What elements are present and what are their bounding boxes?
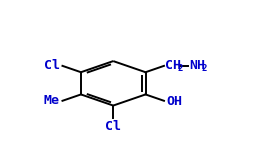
Text: Cl: Cl xyxy=(105,119,121,132)
Text: Me: Me xyxy=(44,94,60,107)
Text: NH: NH xyxy=(189,59,205,72)
Text: 2: 2 xyxy=(177,64,183,73)
Text: Cl: Cl xyxy=(44,59,60,72)
Text: CH: CH xyxy=(165,59,181,72)
Text: 2: 2 xyxy=(201,64,207,73)
Text: OH: OH xyxy=(167,95,183,108)
